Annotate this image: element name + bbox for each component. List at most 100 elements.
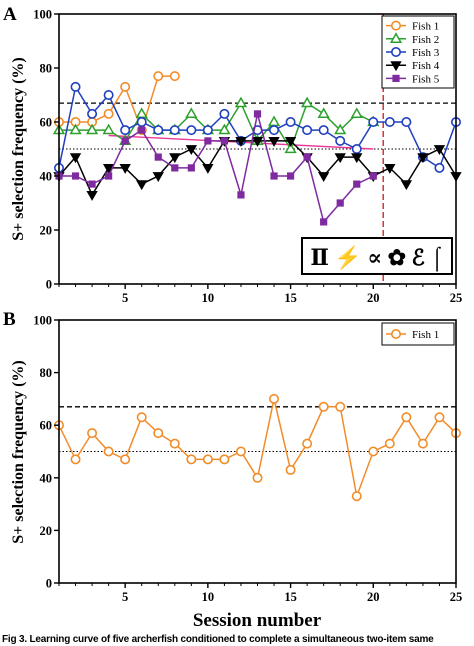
- y-tick-label: 20: [40, 524, 53, 538]
- data-point: [353, 180, 361, 188]
- y-tick-label: 40: [40, 471, 53, 485]
- data-point: [334, 153, 346, 164]
- panel-b-reference-lines: [59, 406, 456, 452]
- data-point: [335, 135, 346, 146]
- x-tick-label: 15: [284, 590, 297, 604]
- panel-b-legend: Fish 1: [381, 322, 455, 346]
- data-point: [334, 123, 347, 135]
- data-point: [69, 153, 82, 164]
- legend-label: Fish 3: [412, 47, 440, 59]
- data-point: [121, 137, 129, 145]
- data-point: [351, 491, 362, 502]
- data-point: [301, 96, 314, 108]
- data-point: [70, 81, 81, 92]
- data-point: [120, 81, 131, 92]
- data-point: [169, 438, 180, 449]
- data-point: [69, 123, 82, 135]
- data-point: [237, 191, 245, 199]
- x-tick-label: 10: [202, 590, 215, 604]
- legend-label: Fish 2: [412, 34, 439, 46]
- data-point: [270, 172, 278, 180]
- panel-b: B S+ selection frequency (%) 0 20 40 60 80 10…: [3, 309, 462, 631]
- y-tick-label: 60: [40, 116, 53, 130]
- data-point: [302, 438, 313, 449]
- data-point: [187, 164, 195, 172]
- data-point: [219, 108, 230, 119]
- stimulus-icons-text: Ⅱ ⚡ ∝ ✿ ℰ ⌠: [310, 245, 443, 272]
- data-point: [235, 446, 246, 457]
- data-point: [70, 454, 81, 465]
- data-point: [417, 153, 429, 164]
- data-point: [318, 401, 329, 412]
- stimulus-icons-box: [301, 237, 453, 275]
- series-fish-5: [55, 110, 377, 226]
- panel-b-axes: 0 20 40 60 80 100 5 10 15 20 25: [33, 314, 462, 605]
- legend-entry: Fish 1: [386, 328, 439, 341]
- y-tick-label: 100: [33, 8, 52, 22]
- data-point: [351, 144, 362, 155]
- series-fish-2: [52, 96, 380, 154]
- data-point: [401, 412, 412, 423]
- data-point: [320, 218, 328, 226]
- panel-a-axes: 0 20 40 60 80 100 5 10 15 20 25: [33, 8, 462, 306]
- data-point: [102, 164, 115, 174]
- data-point: [136, 117, 147, 128]
- data-point: [153, 125, 164, 136]
- legend-entry: Fish 1: [386, 21, 439, 33]
- x-tick-label: 25: [450, 590, 463, 604]
- x-tick-label: 5: [122, 291, 128, 305]
- data-point: [202, 125, 213, 136]
- data-point: [220, 137, 229, 145]
- data-point: [317, 107, 330, 119]
- y-tick-label: 40: [40, 170, 53, 184]
- data-point: [251, 137, 264, 147]
- data-point: [153, 428, 164, 439]
- data-point: [185, 145, 197, 156]
- data-point: [269, 393, 280, 404]
- y-tick-label: 80: [40, 366, 53, 380]
- legend-marker: [389, 32, 403, 43]
- data-point: [87, 428, 98, 439]
- legend-marker: [390, 20, 401, 31]
- legend-entry: Fish 5: [386, 73, 440, 85]
- y-tick-label: 0: [46, 577, 52, 591]
- data-point: [153, 71, 164, 82]
- data-point: [253, 110, 262, 118]
- data-point: [169, 125, 180, 136]
- data-point: [350, 107, 363, 119]
- data-point: [400, 180, 413, 191]
- legend-marker: [390, 46, 401, 57]
- y-tick-label: 60: [40, 419, 53, 433]
- series-fish-4: [53, 137, 462, 201]
- data-point: [169, 71, 180, 82]
- legend-marker: [390, 328, 401, 339]
- panel-a-reference-lines: [59, 102, 456, 150]
- data-point: [369, 172, 377, 180]
- data-point: [368, 446, 379, 457]
- x-tick-label: 5: [122, 590, 128, 604]
- legend-label: Fish 5: [412, 73, 440, 85]
- data-point: [202, 164, 214, 174]
- data-point: [119, 164, 131, 174]
- data-point: [135, 107, 148, 119]
- data-point: [120, 454, 131, 465]
- data-point: [136, 412, 147, 423]
- data-point: [234, 96, 248, 108]
- data-point: [152, 172, 164, 183]
- y-tick-label: 100: [33, 314, 52, 328]
- figure-caption: Fig 3. Learning curve of five archerfish…: [2, 634, 434, 645]
- x-tick-label: 15: [284, 291, 297, 305]
- panel-b-y-axis-label: S+ selection frequency (%): [10, 360, 27, 543]
- data-point: [384, 117, 395, 128]
- data-point: [434, 162, 445, 173]
- data-point: [284, 137, 297, 147]
- y-tick-label: 80: [40, 62, 53, 76]
- data-point: [103, 446, 114, 457]
- data-point: [102, 123, 115, 135]
- legend-box: [381, 322, 455, 346]
- legend-entry: Fish 3: [386, 46, 440, 59]
- panel-b-label: B: [3, 309, 16, 330]
- legend-label: Fish 1: [412, 329, 439, 341]
